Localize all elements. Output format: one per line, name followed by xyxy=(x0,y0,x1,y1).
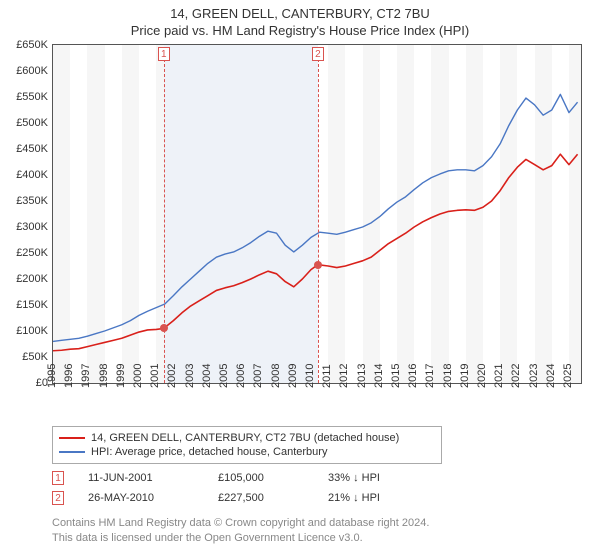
sale-dot xyxy=(160,324,168,332)
sale-marker-line xyxy=(318,59,319,383)
x-tick-label: 2019 xyxy=(459,364,471,388)
sale-marker-box: 1 xyxy=(158,47,170,61)
y-tick-label: £150K xyxy=(2,299,48,311)
x-tick-label: 2013 xyxy=(356,364,368,388)
sale-price: £227,500 xyxy=(218,492,328,504)
x-tick-label: 2015 xyxy=(390,364,402,388)
y-tick-label: £350K xyxy=(2,195,48,207)
chart-title-address: 14, GREEN DELL, CANTERBURY, CT2 7BU xyxy=(0,0,600,21)
sale-diff: 21% ↓ HPI xyxy=(328,492,448,504)
legend-row-hpi: HPI: Average price, detached house, Cant… xyxy=(59,445,435,459)
legend: 14, GREEN DELL, CANTERBURY, CT2 7BU (det… xyxy=(52,426,442,464)
x-tick-label: 2005 xyxy=(218,364,230,388)
x-tick-label: 1996 xyxy=(63,364,75,388)
sales-table: 1 11-JUN-2001 £105,000 33% ↓ HPI 2 26-MA… xyxy=(52,468,552,508)
footer-line2: This data is licensed under the Open Gov… xyxy=(52,531,429,546)
sale-marker-box: 2 xyxy=(312,47,324,61)
y-tick-label: £100K xyxy=(2,325,48,337)
sale-marker-line xyxy=(164,59,165,383)
series-line-hpi xyxy=(53,94,578,341)
x-tick-label: 2001 xyxy=(149,364,161,388)
series-line-property xyxy=(53,154,578,351)
x-tick-label: 2002 xyxy=(166,364,178,388)
x-tick-label: 2009 xyxy=(287,364,299,388)
y-tick-label: £500K xyxy=(2,117,48,129)
x-tick-label: 2023 xyxy=(528,364,540,388)
y-tick-label: £200K xyxy=(2,273,48,285)
sale-date: 26-MAY-2010 xyxy=(88,492,218,504)
x-tick-label: 2025 xyxy=(562,364,574,388)
x-tick-label: 2000 xyxy=(132,364,144,388)
sale-date: 11-JUN-2001 xyxy=(88,472,218,484)
legend-label-hpi: HPI: Average price, detached house, Cant… xyxy=(91,446,327,458)
x-tick-label: 2012 xyxy=(338,364,350,388)
y-tick-label: £650K xyxy=(2,39,48,51)
sales-row: 1 11-JUN-2001 £105,000 33% ↓ HPI xyxy=(52,468,552,488)
x-tick-label: 2017 xyxy=(424,364,436,388)
x-tick-label: 2004 xyxy=(201,364,213,388)
x-tick-label: 2020 xyxy=(476,364,488,388)
footer-line1: Contains HM Land Registry data © Crown c… xyxy=(52,516,429,531)
y-tick-label: £0 xyxy=(2,377,48,389)
x-tick-label: 2003 xyxy=(184,364,196,388)
y-tick-label: £250K xyxy=(2,247,48,259)
chart-title-sub: Price paid vs. HM Land Registry's House … xyxy=(0,21,600,44)
x-tick-label: 2007 xyxy=(252,364,264,388)
legend-label-property: 14, GREEN DELL, CANTERBURY, CT2 7BU (det… xyxy=(91,432,399,444)
y-tick-label: £550K xyxy=(2,91,48,103)
y-tick-label: £50K xyxy=(2,351,48,363)
x-tick-label: 2016 xyxy=(407,364,419,388)
legend-swatch-property xyxy=(59,437,85,439)
sale-price: £105,000 xyxy=(218,472,328,484)
x-tick-label: 1995 xyxy=(46,364,58,388)
legend-swatch-hpi xyxy=(59,451,85,453)
x-tick-label: 2021 xyxy=(493,364,505,388)
x-tick-label: 2008 xyxy=(270,364,282,388)
sale-marker-1: 1 xyxy=(52,471,64,485)
y-tick-label: £300K xyxy=(2,221,48,233)
x-tick-label: 2018 xyxy=(442,364,454,388)
x-tick-label: 2014 xyxy=(373,364,385,388)
x-tick-label: 1997 xyxy=(80,364,92,388)
chart-container: 14, GREEN DELL, CANTERBURY, CT2 7BU Pric… xyxy=(0,0,600,560)
y-tick-label: £450K xyxy=(2,143,48,155)
sale-diff: 33% ↓ HPI xyxy=(328,472,448,484)
x-tick-label: 2022 xyxy=(510,364,522,388)
x-tick-label: 1998 xyxy=(98,364,110,388)
footer: Contains HM Land Registry data © Crown c… xyxy=(52,516,429,546)
x-tick-label: 2010 xyxy=(304,364,316,388)
x-tick-label: 2006 xyxy=(235,364,247,388)
y-tick-label: £400K xyxy=(2,169,48,181)
legend-row-property: 14, GREEN DELL, CANTERBURY, CT2 7BU (det… xyxy=(59,431,435,445)
x-tick-label: 2024 xyxy=(545,364,557,388)
sale-marker-2: 2 xyxy=(52,491,64,505)
y-tick-label: £600K xyxy=(2,65,48,77)
sale-dot xyxy=(314,261,322,269)
sales-row: 2 26-MAY-2010 £227,500 21% ↓ HPI xyxy=(52,488,552,508)
x-tick-label: 2011 xyxy=(321,364,333,388)
x-tick-label: 1999 xyxy=(115,364,127,388)
chart-plot-area: 12 xyxy=(52,44,582,384)
